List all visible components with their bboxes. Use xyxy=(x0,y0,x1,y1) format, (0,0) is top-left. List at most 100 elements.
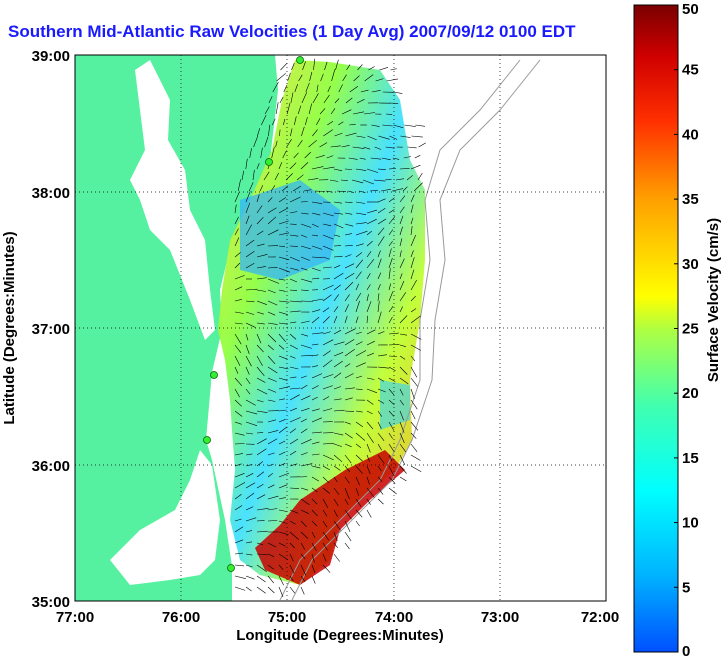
velocity-arrow xyxy=(377,498,384,505)
velocity-arrow xyxy=(272,118,276,126)
velocity-arrow xyxy=(267,553,275,557)
velocity-arrow xyxy=(290,92,294,104)
velocity-arrow xyxy=(362,179,374,185)
velocity-arrow xyxy=(311,223,319,228)
velocity-arrow xyxy=(245,482,256,489)
velocity-arrow xyxy=(234,322,243,325)
velocity-arrow xyxy=(291,62,295,71)
colorbar-tick-label: 0 xyxy=(682,643,690,659)
velocity-arrow xyxy=(290,128,293,137)
velocity-arrow xyxy=(418,142,426,148)
velocity-arrow xyxy=(278,245,286,247)
velocity-arrow xyxy=(267,508,278,511)
velocity-arrow xyxy=(278,322,288,325)
velocity-arrow xyxy=(377,454,385,464)
velocity-arrow xyxy=(355,432,366,441)
velocity-arrow xyxy=(300,234,308,238)
velocity-arrow xyxy=(410,308,417,313)
velocity-arrow xyxy=(289,256,300,262)
velocity-arrow xyxy=(234,518,242,522)
velocity-arrow xyxy=(366,301,372,313)
velocity-arrow xyxy=(289,417,301,423)
velocity-arrow xyxy=(355,283,359,291)
velocity-arrow xyxy=(399,388,404,396)
velocity-arrow xyxy=(355,212,367,215)
velocity-arrow xyxy=(360,89,369,93)
velocity-arrow xyxy=(414,155,421,159)
velocity-arrow xyxy=(377,354,388,357)
velocity-arrow xyxy=(289,575,294,582)
velocity-arrow xyxy=(333,531,338,542)
velocity-arrow xyxy=(234,432,245,436)
velocity-arrow xyxy=(388,216,396,225)
velocity-arrow xyxy=(234,366,239,374)
velocity-arrow xyxy=(377,208,386,214)
velocity-arrow xyxy=(300,201,308,203)
velocity-arrow xyxy=(323,129,333,137)
velocity-arrow xyxy=(300,300,313,302)
velocity-arrow xyxy=(399,280,405,291)
velocity-arrow xyxy=(312,93,319,104)
velocity-arrow xyxy=(344,531,352,542)
velocity-arrow xyxy=(245,541,253,544)
x-tick-label: 76:00 xyxy=(162,609,200,626)
velocity-arrow xyxy=(285,173,293,181)
velocity-arrow xyxy=(344,328,356,335)
velocity-arrow xyxy=(315,190,326,192)
velocity-arrow xyxy=(279,129,281,137)
velocity-arrow xyxy=(311,277,320,280)
velocity-arrow xyxy=(245,333,249,341)
velocity-arrow xyxy=(386,78,399,82)
velocity-arrow xyxy=(377,476,383,482)
velocity-arrow xyxy=(300,344,312,349)
velocity-arrow xyxy=(363,146,371,150)
velocity-arrow xyxy=(311,465,321,469)
velocity-arrow xyxy=(300,333,309,337)
velocity-arrow xyxy=(300,531,309,539)
velocity-arrow xyxy=(366,388,378,394)
velocity-arrow xyxy=(399,443,407,453)
velocity-arrow xyxy=(234,410,243,417)
velocity-arrow xyxy=(280,62,288,71)
velocity-arrow xyxy=(245,506,254,511)
velocity-arrow xyxy=(278,553,289,561)
velocity-arrow xyxy=(287,72,291,82)
velocity-arrow xyxy=(344,373,354,379)
colorbar-tick-label: 35 xyxy=(682,191,699,208)
velocity-arrow xyxy=(329,179,339,182)
velocity-arrow xyxy=(256,471,265,478)
velocity-arrow xyxy=(289,463,298,467)
velocity-arrow xyxy=(234,493,242,500)
velocity-arrow xyxy=(366,377,375,380)
velocity-arrow xyxy=(344,212,353,215)
velocity-arrow xyxy=(374,146,382,150)
velocity-arrow xyxy=(344,263,355,269)
velocity-arrow xyxy=(278,355,288,360)
velocity-arrow xyxy=(333,432,344,436)
velocity-arrow xyxy=(234,526,244,533)
velocity-arrow xyxy=(410,344,421,351)
velocity-arrow xyxy=(388,377,396,382)
velocity-arrow xyxy=(234,216,239,225)
velocity-arrow xyxy=(234,505,243,511)
velocity-arrow xyxy=(344,201,353,203)
velocity-arrow xyxy=(410,217,414,225)
velocity-arrow xyxy=(388,366,396,372)
velocity-arrow xyxy=(333,409,345,412)
velocity-arrow xyxy=(334,98,340,104)
velocity-arrow xyxy=(276,73,286,82)
colorbar-tick-label: 15 xyxy=(682,450,699,467)
velocity-arrow xyxy=(357,64,363,71)
velocity-arrow xyxy=(278,451,286,456)
velocity-arrow xyxy=(300,223,312,228)
velocity-arrow xyxy=(399,432,405,444)
velocity-arrow xyxy=(399,410,404,421)
velocity-arrow xyxy=(267,564,274,570)
velocity-arrow xyxy=(355,271,362,280)
velocity-arrow xyxy=(256,344,264,353)
velocity-vectors xyxy=(234,58,426,598)
velocity-arrow xyxy=(311,212,321,216)
velocity-arrow xyxy=(256,277,267,280)
velocity-arrow xyxy=(278,300,290,303)
velocity-arrow xyxy=(377,331,385,335)
